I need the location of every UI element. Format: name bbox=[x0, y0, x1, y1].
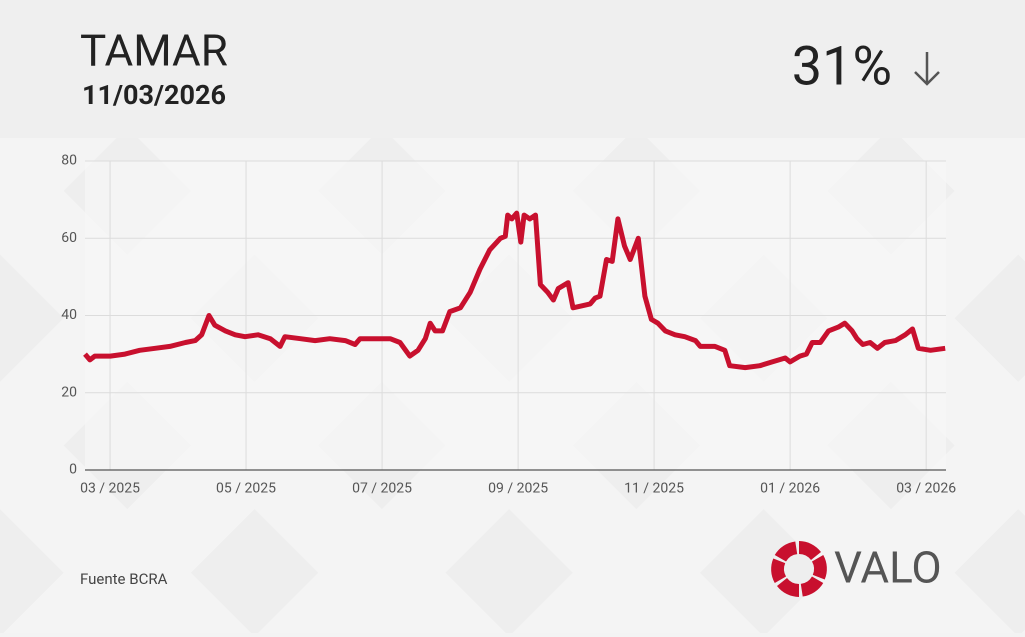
down-arrow bbox=[914, 52, 940, 86]
logo-icon bbox=[771, 541, 827, 597]
y-tick-label: 60 bbox=[61, 230, 77, 246]
x-tick-label: 03 / 2025 bbox=[80, 481, 140, 497]
header-band bbox=[0, 0, 1025, 138]
x-tick-label: 01 / 2026 bbox=[760, 481, 820, 497]
current-value: 31% bbox=[792, 35, 892, 98]
y-tick-label: 80 bbox=[61, 153, 77, 169]
series-line bbox=[83, 210, 946, 371]
title: TAMAR bbox=[80, 25, 228, 77]
y-tick-label: 40 bbox=[61, 307, 77, 323]
y-tick-label: 0 bbox=[69, 462, 77, 478]
date: 11/03/2026 bbox=[82, 79, 226, 111]
x-tick-label: 09 / 2025 bbox=[488, 481, 548, 497]
x-tick-label: 03 / 2026 bbox=[896, 481, 956, 497]
source: Fuente BCRA bbox=[80, 570, 168, 588]
x-tick-label: 11 / 2025 bbox=[624, 481, 684, 497]
brand: VALO bbox=[834, 542, 942, 594]
x-tick-label: 07 / 2025 bbox=[352, 481, 412, 497]
x-tick-label: 05 / 2025 bbox=[216, 481, 276, 497]
y-tick-label: 20 bbox=[61, 384, 77, 400]
